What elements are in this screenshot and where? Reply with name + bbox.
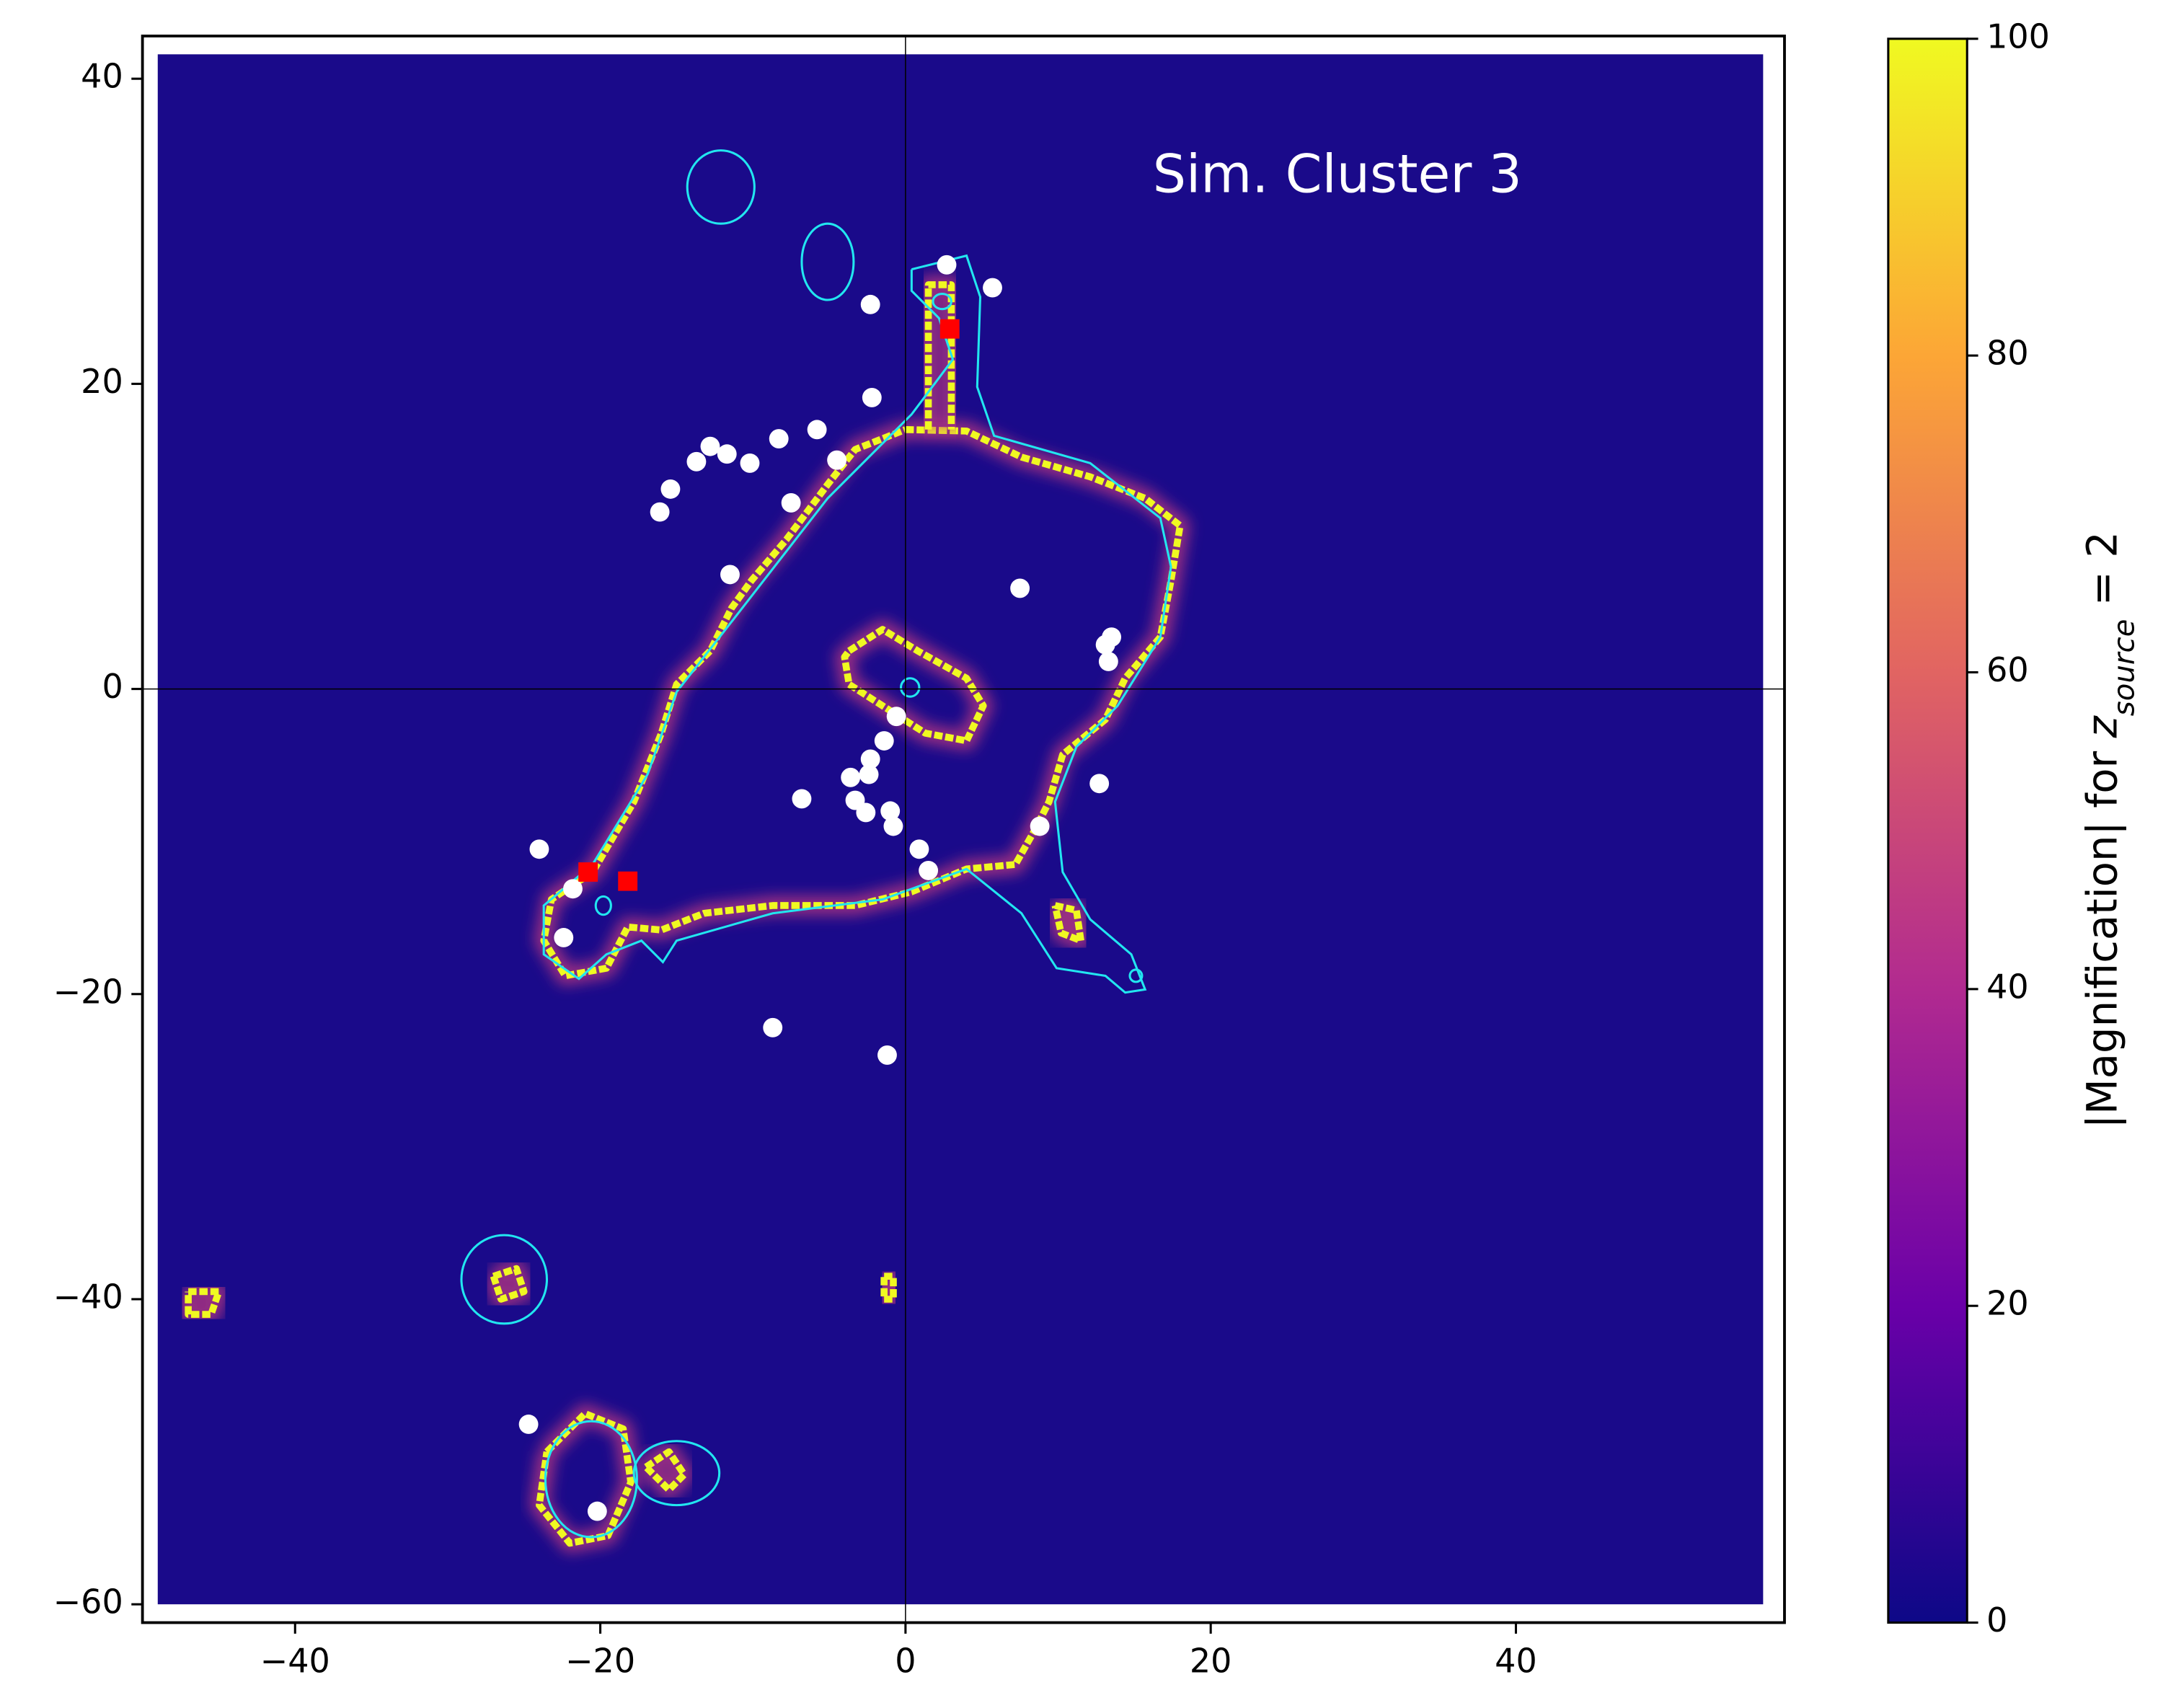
point <box>587 1501 607 1521</box>
point <box>909 839 929 859</box>
point <box>717 444 737 464</box>
point <box>939 319 960 339</box>
contour-loop <box>460 1234 549 1325</box>
point <box>860 294 880 314</box>
point <box>518 1415 539 1434</box>
y-tick-label: 40 <box>81 57 123 96</box>
point <box>874 731 894 751</box>
point <box>983 278 1002 298</box>
point <box>937 255 957 275</box>
point <box>660 479 681 499</box>
critical-curve <box>185 1288 223 1318</box>
chart-title: Sim. Cluster 3 <box>1153 144 1522 205</box>
point <box>700 436 720 456</box>
x-tick-label: −40 <box>260 1642 330 1681</box>
point <box>554 928 574 947</box>
colorbar-label: |Magnification| for zsource = 2 <box>2078 531 2141 1128</box>
point <box>1030 816 1050 836</box>
y-tick-label: −20 <box>53 972 123 1011</box>
point <box>807 420 827 440</box>
point <box>1102 627 1122 647</box>
point <box>563 879 583 899</box>
x-tick-label: 20 <box>1190 1642 1232 1681</box>
plot-area <box>142 35 1785 1623</box>
critical-curve <box>880 1273 897 1303</box>
x-tick-label: 0 <box>895 1642 916 1681</box>
critical-curve <box>643 1448 688 1494</box>
y-tick-label: −60 <box>53 1583 123 1621</box>
y-tick-label: 20 <box>81 362 123 401</box>
x-tick-label: −20 <box>565 1642 635 1681</box>
point <box>618 871 638 891</box>
colorbar-label-part: |Magnification| for <box>2078 738 2126 1128</box>
colorbar-tick-label: 60 <box>1986 650 2029 689</box>
point <box>1089 774 1110 794</box>
point <box>650 502 670 522</box>
colorbar-tick-label: 0 <box>1986 1601 2007 1640</box>
point <box>886 707 906 727</box>
colorbar <box>1887 37 1968 1624</box>
colorbar-label-part: = 2 <box>2078 531 2126 619</box>
point <box>827 450 847 470</box>
y-tick-label: −40 <box>53 1277 123 1316</box>
point <box>792 789 812 809</box>
point <box>880 801 901 821</box>
point <box>763 1017 783 1037</box>
point <box>883 816 903 836</box>
point <box>529 839 549 859</box>
point <box>1098 652 1118 671</box>
contour-loop <box>686 149 756 225</box>
point <box>769 429 789 448</box>
point <box>781 493 801 513</box>
point <box>856 802 876 823</box>
point <box>862 387 882 407</box>
point <box>1010 578 1030 598</box>
contour-loop <box>1128 968 1144 983</box>
plot-frame <box>141 35 1786 1624</box>
critical-curve <box>1051 902 1084 944</box>
contour-loop <box>544 1420 638 1539</box>
point <box>859 764 879 784</box>
point <box>841 767 861 787</box>
colorbar-tick-label: 80 <box>1986 334 2029 373</box>
point <box>720 565 740 585</box>
critical-curve <box>536 1410 634 1547</box>
point <box>740 453 760 473</box>
colorbar-label-part: source <box>2107 619 2141 717</box>
colorbar-tick-label: 40 <box>1986 967 2029 1006</box>
critical-curve <box>490 1265 528 1303</box>
point <box>686 451 707 472</box>
colorbar-tick-label: 100 <box>1986 17 2050 56</box>
point <box>860 749 880 769</box>
point <box>919 860 939 880</box>
colorbar-tick-label: 20 <box>1986 1284 2029 1323</box>
point <box>578 862 598 882</box>
contour-loop <box>800 222 855 301</box>
x-tick-label: 40 <box>1495 1642 1537 1681</box>
contour-loop <box>594 895 612 916</box>
contour-loop <box>899 677 921 698</box>
contour-loop <box>932 293 952 311</box>
y-tick-label: 0 <box>102 667 123 706</box>
contour-loop <box>632 1440 721 1507</box>
point <box>877 1045 897 1065</box>
contour <box>542 254 1172 994</box>
colorbar-label-part: z <box>2078 714 2126 738</box>
